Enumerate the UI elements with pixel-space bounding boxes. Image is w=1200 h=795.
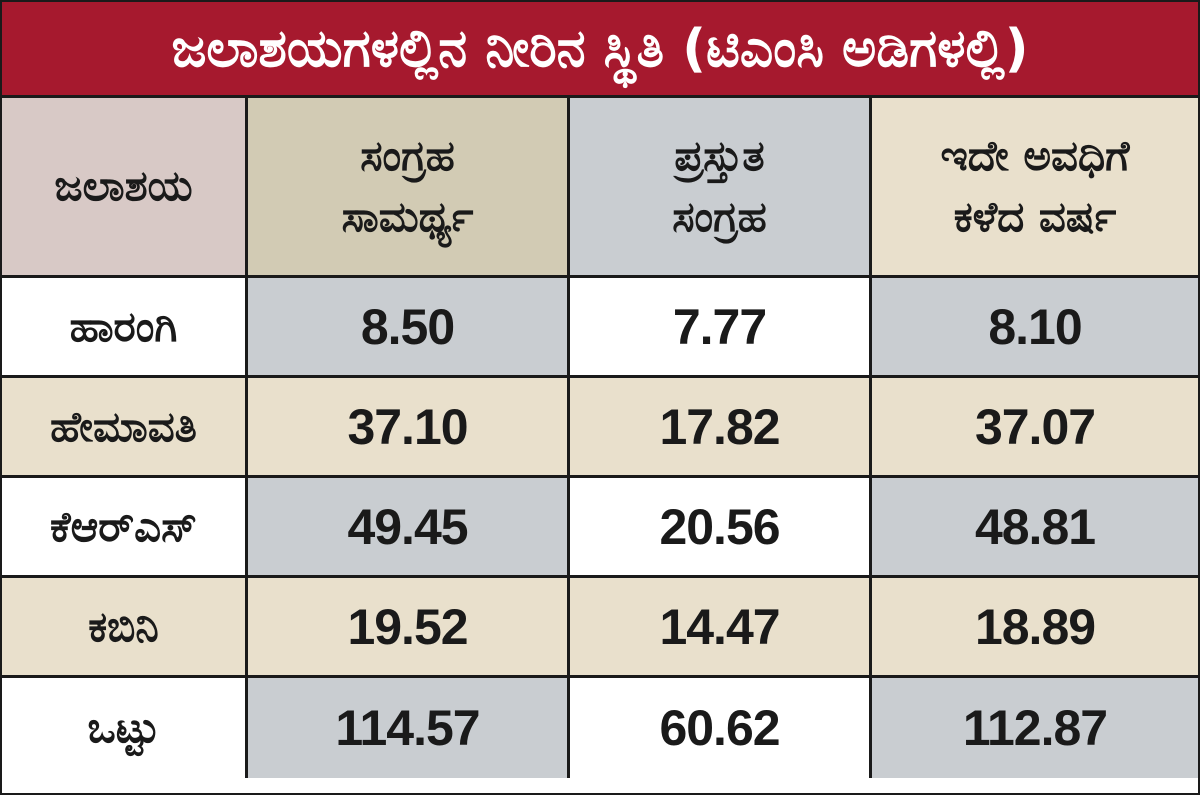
cell-current: 60.62 xyxy=(570,678,872,778)
cell-capacity: 8.50 xyxy=(248,278,570,378)
table-row: ಹಾರಂಗಿ 8.50 7.77 8.10 xyxy=(2,278,1198,378)
cell-current: 14.47 xyxy=(570,578,872,678)
cell-capacity: 49.45 xyxy=(248,478,570,578)
header-last-year-line2: ಕಳೆದ ವರ್ಷ xyxy=(953,191,1117,241)
cell-capacity: 114.57 xyxy=(248,678,570,778)
table-row: ಹೇಮಾವತಿ 37.10 17.82 37.07 xyxy=(2,378,1198,478)
title-bar: ಜಲಾಶಯಗಳಲ್ಲಿನ ನೀರಿನ ಸ್ಥಿತಿ (ಟಿಎಂಸಿ ಅಡಿಗಳಲ… xyxy=(2,2,1198,98)
header-capacity-line2: ಸಾಮರ್ಥ್ಯ xyxy=(341,191,474,241)
header-reservoir: ಜಲಾಶಯ xyxy=(2,98,248,278)
cell-last-year: 18.89 xyxy=(872,578,1198,678)
row-name: ಕೆಆರ್‌ಎಸ್ xyxy=(2,478,248,578)
row-name: ಹೇಮಾವತಿ xyxy=(2,378,248,478)
cell-current: 7.77 xyxy=(570,278,872,378)
cell-capacity: 19.52 xyxy=(248,578,570,678)
header-row: ಜಲಾಶಯ ಸಂಗ್ರಹ ಸಾಮರ್ಥ್ಯ ಪ್ರಸ್ತುತ ಸಂಗ್ರಹ ಇದ… xyxy=(2,98,1198,278)
row-name: ಕಬಿನಿ xyxy=(2,578,248,678)
header-current-line2: ಸಂಗ್ರಹ xyxy=(672,191,767,241)
header-capacity: ಸಂಗ್ರಹ ಸಾಮರ್ಥ್ಯ xyxy=(248,98,570,278)
header-last-year: ಇದೇ ಅವಧಿಗೆ ಕಳೆದ ವರ್ಷ xyxy=(872,98,1198,278)
cell-last-year: 112.87 xyxy=(872,678,1198,778)
cell-capacity: 37.10 xyxy=(248,378,570,478)
cell-last-year: 8.10 xyxy=(872,278,1198,378)
header-current: ಪ್ರಸ್ತುತ ಸಂಗ್ರಹ xyxy=(570,98,872,278)
table-row: ಕಬಿನಿ 19.52 14.47 18.89 xyxy=(2,578,1198,678)
table-title: ಜಲಾಶಯಗಳಲ್ಲಿನ ನೀರಿನ ಸ್ಥಿತಿ (ಟಿಎಂಸಿ ಅಡಿಗಳಲ… xyxy=(171,18,1029,79)
header-capacity-line1: ಸಂಗ್ರಹ xyxy=(360,130,455,180)
cell-current: 17.82 xyxy=(570,378,872,478)
row-name: ಹಾರಂಗಿ xyxy=(2,278,248,378)
header-reservoir-label: ಜಲಾಶಯ xyxy=(54,161,193,211)
cell-last-year: 48.81 xyxy=(872,478,1198,578)
table-row: ಒಟ್ಟು 114.57 60.62 112.87 xyxy=(2,678,1198,778)
header-current-line1: ಪ್ರಸ್ತುತ xyxy=(674,130,765,180)
reservoir-table: ಜಲಾಶಯ ಸಂಗ್ರಹ ಸಾಮರ್ಥ್ಯ ಪ್ರಸ್ತುತ ಸಂಗ್ರಹ ಇದ… xyxy=(2,98,1198,778)
cell-last-year: 37.07 xyxy=(872,378,1198,478)
cell-current: 20.56 xyxy=(570,478,872,578)
header-last-year-line1: ಇದೇ ಅವಧಿಗೆ xyxy=(940,130,1130,180)
row-name: ಒಟ್ಟು xyxy=(2,678,248,778)
table-row: ಕೆಆರ್‌ಎಸ್ 49.45 20.56 48.81 xyxy=(2,478,1198,578)
